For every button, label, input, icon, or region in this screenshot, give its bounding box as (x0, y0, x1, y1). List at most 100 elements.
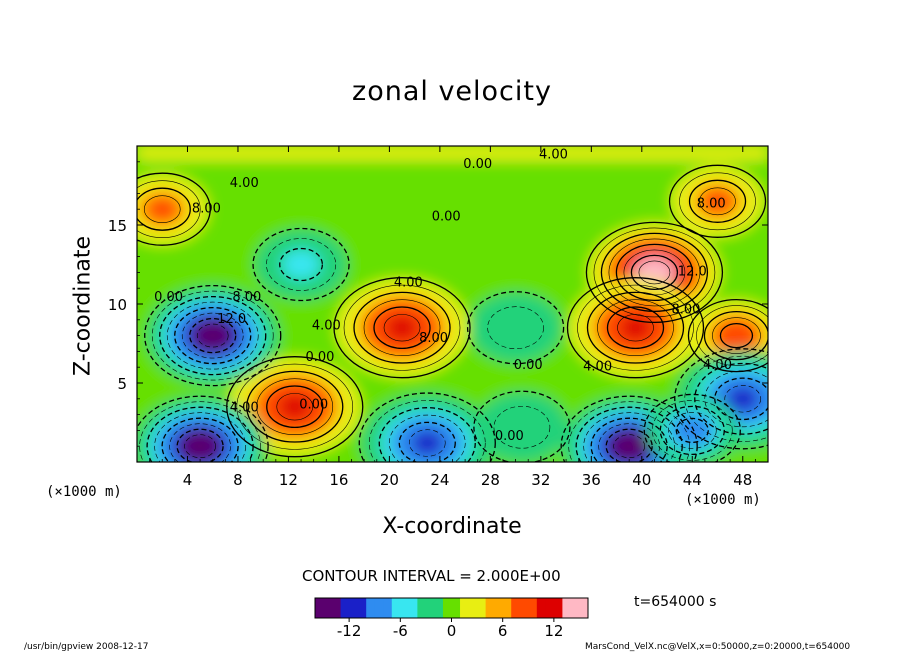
contour-line-11-3 (388, 414, 466, 462)
footer-program-info: /usr/bin/gpview 2008-12-17 (24, 642, 149, 652)
contour-label: 4.00 (230, 400, 259, 415)
contour-line-2-0 (566, 277, 705, 379)
contour-line-15-1 (493, 405, 551, 449)
x-axis-label-text: X-coordinate (382, 514, 522, 539)
y-tick-label: 15 (108, 217, 127, 235)
x-tick-label: 12 (279, 471, 298, 489)
trough-region-8-level-2 (281, 249, 321, 280)
colorbar-segment (434, 598, 444, 618)
colorbar-tick-label: 6 (498, 622, 508, 640)
contour-line-10-1 (139, 401, 261, 462)
x-axis-unit-left: (×1000 m) (46, 484, 122, 500)
contour-line-14-2 (659, 405, 725, 456)
contour-line-14-0 (643, 393, 741, 462)
contour-line-4-2 (688, 179, 747, 223)
contour-line-7-7 (196, 323, 229, 348)
contour-line-0-3 (608, 238, 701, 307)
trough-region-14-level-4 (678, 419, 707, 442)
contour-line-4-0 (668, 164, 767, 238)
contour-line-3-4 (266, 385, 324, 429)
contour-label: 4.00 (583, 359, 612, 374)
x-axis-unit-right: (×1000 m) (685, 492, 761, 508)
contour-line-2-5 (617, 314, 654, 342)
contour-line-1-5 (383, 314, 421, 342)
contour-line-2-1 (577, 284, 694, 371)
colorbar-segment (502, 598, 512, 618)
colorbar-segment (408, 598, 418, 618)
time-label: t=654000 s (634, 594, 717, 610)
colorbar-segment (536, 598, 546, 618)
contour-line-13-2 (694, 362, 768, 435)
contour-label: 0.00 (154, 290, 183, 305)
colorbar-segment (519, 598, 529, 618)
contour-line-0-2 (600, 232, 709, 313)
contour-lines (137, 164, 768, 462)
contour-line-9-0 (466, 291, 565, 365)
x-tick-label: 16 (329, 471, 348, 489)
contour-line-0-1 (593, 227, 716, 318)
contour-line-14-4 (675, 417, 709, 444)
colorbar-segment (545, 598, 555, 618)
contour-line-2-4 (606, 306, 665, 350)
contour-line-0-7 (638, 260, 671, 285)
x-tick-label: 44 (683, 471, 702, 489)
contour-line-5-2 (137, 187, 191, 231)
contour-line-0-4 (615, 243, 694, 302)
contour-line-11-1 (368, 400, 486, 462)
x-tick-label: 48 (733, 471, 752, 489)
contour-line-11-5 (408, 429, 446, 457)
contour-line-7-0 (144, 284, 282, 387)
contour-line-12-1 (568, 401, 690, 462)
contour-line-10-3 (154, 412, 246, 462)
contour-line-6-1 (696, 305, 768, 366)
colorbar-segment (460, 598, 470, 618)
footer-data-source: MarsCond_VelX.nc@VelX,x=0:50000,z=0:2000… (585, 642, 851, 652)
velocity-field (137, 146, 768, 462)
contour-line-14-3 (667, 412, 717, 449)
contour-label: 4.00 (312, 318, 341, 333)
y-tick-label: 5 (117, 375, 127, 393)
contour-line-12-3 (583, 412, 675, 462)
contour-line-4-3 (699, 187, 736, 216)
contour-label: 4.00 (703, 358, 732, 373)
contour-line-10-7 (184, 434, 216, 459)
colorbar-segment (374, 598, 384, 618)
contour-line-8-2 (279, 247, 324, 282)
jet-region-4-level-3 (701, 188, 734, 214)
x-tick-label: 20 (380, 471, 399, 489)
contour-line-12-7 (613, 434, 645, 459)
contour-line-8-0 (252, 227, 350, 302)
colorbar-segment (425, 598, 435, 618)
contour-label: 0.00 (432, 209, 461, 224)
colorbar-segment (511, 598, 521, 618)
colorbar-segment (494, 598, 504, 618)
colorbar-segment (357, 598, 367, 618)
contour-line-7-1 (151, 290, 274, 381)
contour-label: 8.00 (419, 331, 448, 346)
colorbar-segment (562, 598, 572, 618)
contour-line-5-0 (137, 172, 211, 246)
colorbar-segment (570, 598, 580, 618)
contour-line-10-5 (169, 423, 231, 462)
contour-line-3-0 (226, 356, 364, 458)
colorbar-segment (553, 598, 563, 618)
contour-line-3-5 (276, 393, 314, 421)
colorbar-segment (477, 598, 487, 618)
contour-line-3-1 (236, 363, 354, 450)
field-top-band (137, 146, 768, 160)
colorbar-segment (391, 598, 401, 618)
trough-region-9-level-1 (489, 307, 542, 348)
colorbar-segment (442, 598, 452, 618)
contour-line-10-6 (176, 428, 224, 462)
contour-line-6-2 (703, 310, 768, 361)
contour-line-5-3 (143, 195, 181, 223)
contour-line-13-4 (714, 377, 768, 421)
contour-label: 0.00 (299, 397, 328, 412)
contour-line-12-6 (605, 428, 653, 462)
contour-line-3-3 (256, 378, 334, 436)
contour-label: 8.00 (671, 302, 700, 317)
contour-label: 4.00 (394, 276, 423, 291)
jet-region-3-level-5 (278, 394, 311, 420)
contour-line-15-0 (473, 390, 571, 462)
